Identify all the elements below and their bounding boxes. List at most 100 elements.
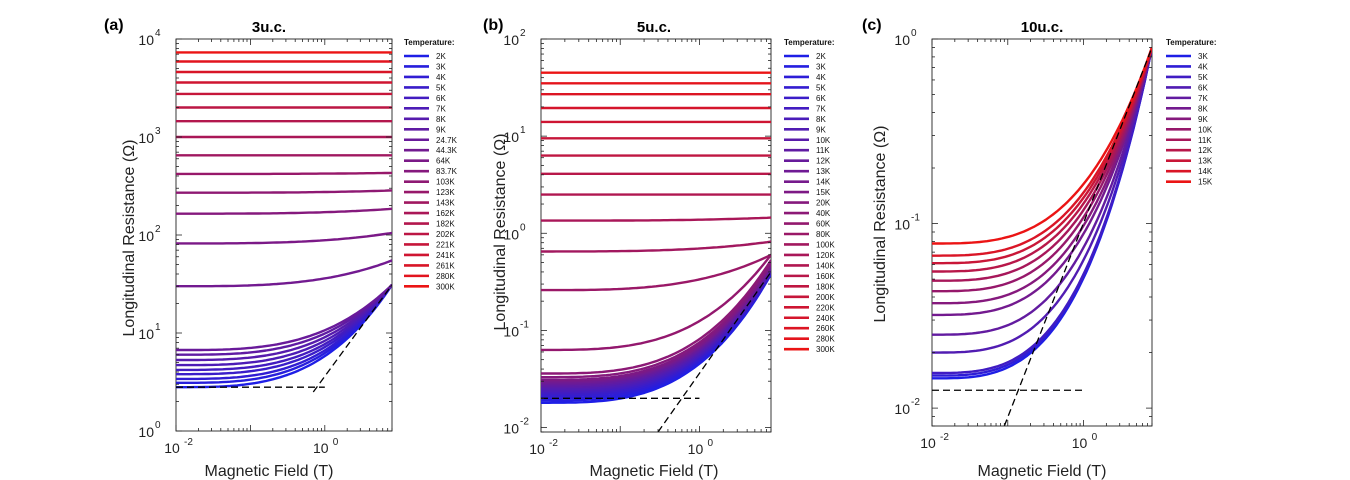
panel-c: (c) 10u.c. Magnetic Field (T) Longitudin… bbox=[862, 17, 1217, 480]
legend-label: 6K bbox=[816, 94, 826, 103]
legend-label: 12K bbox=[816, 157, 831, 166]
series-line bbox=[176, 284, 392, 384]
legend-label: 221K bbox=[436, 240, 455, 249]
panel-label: (b) bbox=[483, 17, 503, 34]
legend-label: 24.7K bbox=[436, 136, 458, 145]
x-axis-label: Magnetic Field (T) bbox=[978, 463, 1107, 480]
series-line bbox=[932, 47, 1152, 317]
panel-b: (b) 5u.c. Magnetic Field (T) Longitudina… bbox=[483, 17, 835, 480]
legend-label: 3K bbox=[816, 62, 826, 71]
x-tick-exponent: -2 bbox=[940, 432, 949, 443]
legend-title: Temperature: bbox=[1166, 38, 1217, 47]
y-tick-label: 10 bbox=[503, 226, 519, 242]
series-line bbox=[176, 189, 392, 194]
series-line bbox=[176, 284, 392, 367]
legend-label: 140K bbox=[816, 261, 835, 270]
legend-label: 13K bbox=[1198, 157, 1213, 166]
plot-area bbox=[176, 51, 392, 393]
x-axis-label: Magnetic Field (T) bbox=[205, 463, 334, 480]
legend-label: 13K bbox=[816, 167, 831, 176]
legend-label: 162K bbox=[436, 209, 455, 218]
y-tick-exponent: 1 bbox=[520, 125, 526, 136]
legend-label: 6K bbox=[436, 94, 446, 103]
legend-label: 14K bbox=[816, 178, 831, 187]
panel-a: (a) 3u.c. Magnetic Field (T) Longitudina… bbox=[104, 17, 458, 480]
x-tick-label: 10 bbox=[529, 441, 545, 457]
x-tick-exponent: -2 bbox=[549, 438, 558, 449]
y-tick-exponent: 4 bbox=[155, 28, 161, 39]
legend-label: 6K bbox=[1198, 83, 1208, 92]
x-tick-exponent: 0 bbox=[707, 438, 713, 449]
legend-label: 200K bbox=[816, 293, 835, 302]
plot-area bbox=[932, 46, 1152, 426]
legend-label: 9K bbox=[436, 125, 446, 134]
legend-label: 180K bbox=[816, 282, 835, 291]
legend-label: 3K bbox=[436, 62, 446, 71]
series-line bbox=[176, 259, 392, 288]
legend-label: 261K bbox=[436, 261, 455, 270]
series-line bbox=[176, 284, 392, 381]
legend-label: 300K bbox=[816, 345, 835, 354]
x-tick-label: 10 bbox=[920, 435, 936, 451]
series-line bbox=[541, 240, 771, 253]
legend-label: 220K bbox=[816, 303, 835, 312]
series-line bbox=[932, 47, 1152, 336]
legend-label: 11K bbox=[1198, 136, 1212, 145]
series-line bbox=[932, 47, 1152, 273]
legend-label: 300K bbox=[436, 282, 455, 291]
series-line bbox=[176, 283, 392, 352]
legend-label: 182K bbox=[436, 220, 455, 229]
legend-label: 160K bbox=[816, 272, 835, 281]
legend-label: 15K bbox=[816, 188, 831, 197]
y-tick-label: 10 bbox=[138, 32, 154, 48]
y-tick-exponent: 0 bbox=[155, 420, 161, 431]
legend-label: 7K bbox=[816, 104, 826, 113]
y-tick-label: 10 bbox=[138, 228, 154, 244]
y-axis-label: Longitudinal Resistance (Ω) bbox=[121, 140, 138, 337]
legend-label: 120K bbox=[816, 251, 835, 260]
x-tick-exponent: -2 bbox=[184, 437, 193, 448]
legend-label: 40K bbox=[816, 209, 831, 218]
series-line bbox=[932, 47, 1152, 257]
panel-label: (a) bbox=[104, 17, 124, 34]
legend-label: 4K bbox=[1198, 62, 1208, 71]
legend-label: 4K bbox=[816, 73, 826, 82]
y-tick-exponent: -2 bbox=[520, 417, 529, 428]
y-tick-exponent: 3 bbox=[155, 126, 161, 137]
legend-label: 64K bbox=[436, 157, 451, 166]
y-tick-label: 10 bbox=[138, 424, 154, 440]
x-axis-label: Magnetic Field (T) bbox=[590, 463, 719, 480]
legend-label: 10K bbox=[816, 136, 831, 145]
series-line bbox=[176, 171, 392, 176]
legend-label: 280K bbox=[816, 335, 835, 344]
series-line bbox=[932, 47, 1152, 293]
y-tick-label: 10 bbox=[503, 421, 519, 437]
series-line bbox=[176, 284, 392, 376]
legend-label: 2K bbox=[816, 52, 826, 61]
legend-label: 3K bbox=[1198, 52, 1208, 61]
y-tick-label: 10 bbox=[503, 129, 519, 145]
legend-label: 5K bbox=[816, 83, 826, 92]
y-tick-label: 10 bbox=[138, 326, 154, 342]
series-line bbox=[932, 47, 1152, 265]
legend-label: 15K bbox=[1198, 178, 1213, 187]
legend-label: 4K bbox=[436, 73, 446, 82]
legend-label: 240K bbox=[816, 314, 835, 323]
legend-label: 44.3K bbox=[436, 146, 458, 155]
series-line bbox=[541, 216, 771, 222]
series-line bbox=[176, 207, 392, 215]
series-line bbox=[932, 47, 1152, 354]
series-line bbox=[541, 261, 771, 379]
legend-label: 10K bbox=[1198, 125, 1213, 134]
series-line bbox=[176, 283, 392, 356]
series-line bbox=[176, 283, 392, 362]
guide-line bbox=[1003, 47, 1152, 426]
legend-title: Temperature: bbox=[404, 38, 455, 47]
series-line bbox=[932, 47, 1152, 305]
y-tick-label: 10 bbox=[894, 217, 910, 233]
y-tick-label: 10 bbox=[894, 32, 910, 48]
x-tick-label: 10 bbox=[1072, 435, 1088, 451]
series-line bbox=[541, 253, 771, 292]
chart-title: 5u.c. bbox=[637, 19, 671, 36]
